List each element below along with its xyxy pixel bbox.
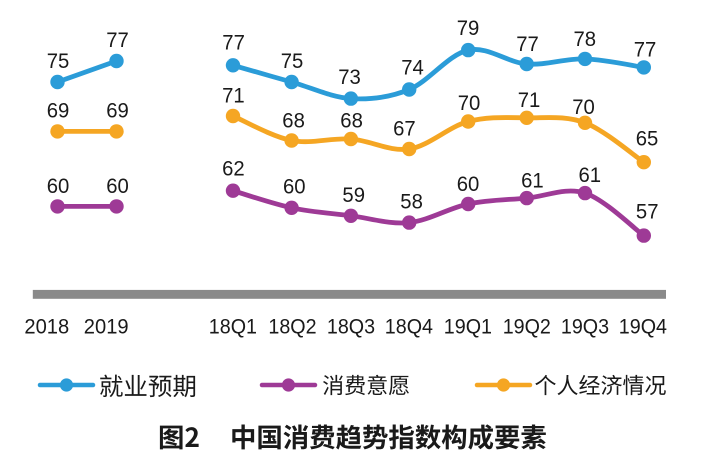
svg-text:68: 68 [340,109,363,132]
svg-text:75: 75 [47,50,70,73]
svg-text:70: 70 [572,96,595,119]
svg-text:71: 71 [222,84,245,107]
svg-text:71: 71 [518,89,541,112]
svg-text:19Q1: 19Q1 [444,316,492,339]
svg-text:77: 77 [106,29,129,52]
svg-text:57: 57 [636,201,659,224]
svg-text:73: 73 [338,66,361,89]
svg-text:75: 75 [281,50,304,73]
svg-text:61: 61 [521,170,544,193]
svg-text:77: 77 [222,32,245,55]
svg-text:19Q2: 19Q2 [503,316,551,339]
svg-text:62: 62 [222,158,245,181]
svg-text:18Q2: 18Q2 [268,316,316,339]
svg-text:18Q3: 18Q3 [327,316,375,339]
svg-text:61: 61 [579,164,602,187]
svg-text:60: 60 [47,175,70,198]
svg-text:18Q1: 18Q1 [209,316,257,339]
svg-text:58: 58 [400,191,423,214]
svg-text:69: 69 [106,100,129,123]
svg-text:65: 65 [636,128,659,151]
svg-text:78: 78 [574,28,597,51]
svg-text:60: 60 [283,175,306,198]
svg-text:60: 60 [106,175,129,198]
svg-text:2018: 2018 [24,316,69,339]
svg-text:77: 77 [634,39,657,62]
svg-text:70: 70 [458,92,481,115]
svg-text:2019: 2019 [84,316,129,339]
svg-text:77: 77 [516,33,539,56]
svg-text:68: 68 [282,109,305,132]
svg-text:79: 79 [457,17,480,40]
svg-text:67: 67 [393,118,416,141]
svg-text:19Q4: 19Q4 [619,316,667,339]
svg-text:59: 59 [342,184,365,207]
svg-text:19Q3: 19Q3 [561,316,609,339]
svg-text:60: 60 [457,173,480,196]
svg-text:74: 74 [401,57,424,80]
svg-text:18Q4: 18Q4 [385,316,433,339]
svg-text:69: 69 [47,100,70,123]
